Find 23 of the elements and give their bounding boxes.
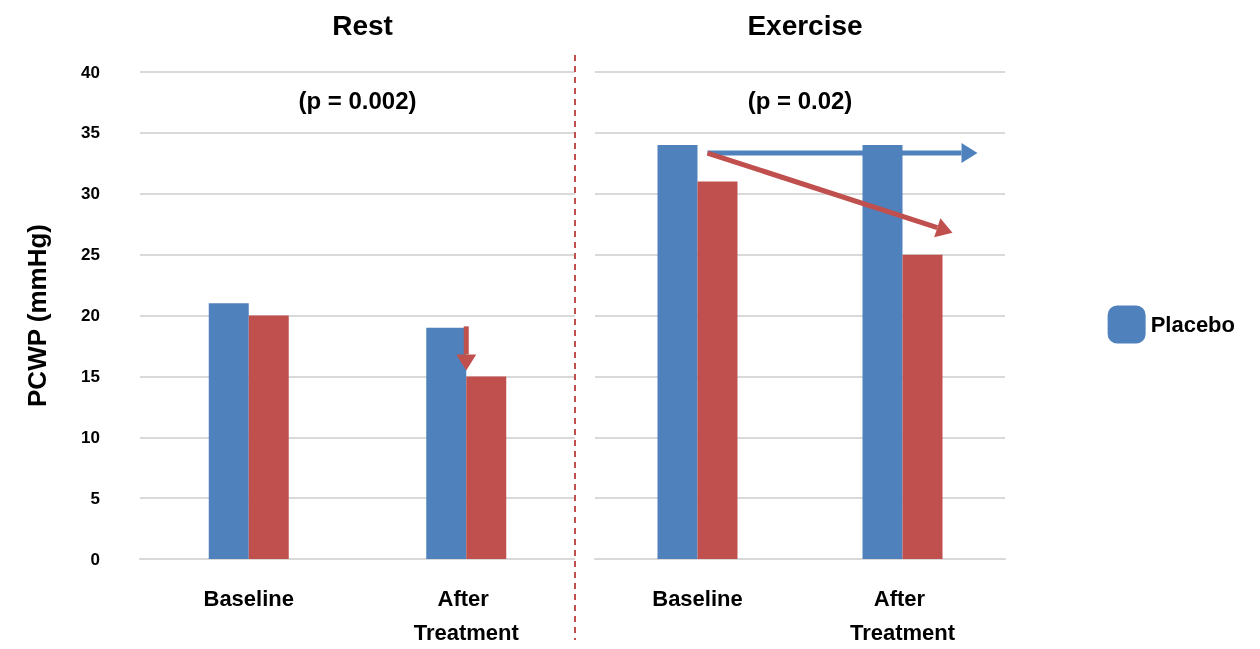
x-tick-label: After Treatment: [413, 585, 520, 645]
y-tick-label: 40: [81, 62, 100, 82]
y-tick-label: 10: [81, 427, 100, 447]
legend-label: Placebo: [1150, 312, 1236, 337]
bar: [248, 315, 289, 559]
y-tick-label: 15: [81, 366, 100, 386]
y-tick-label: 5: [90, 488, 100, 508]
annotation: (p = 0.002): [298, 86, 417, 114]
y-tick-label: 0: [90, 549, 100, 569]
x-tick-label: After Treatment: [849, 585, 956, 645]
y-tick-label: 35: [81, 123, 100, 143]
chart-title: Exercise: [747, 9, 863, 41]
y-tick-label: 20: [81, 306, 100, 325]
chart-title: Rest: [332, 9, 393, 41]
bar: [426, 327, 467, 559]
y-axis-title: PCWP (mmHg): [22, 224, 52, 407]
x-tick-label: Baseline: [652, 585, 743, 611]
bar: [466, 376, 507, 559]
y-tick-label: 25: [81, 245, 100, 265]
y-tick-label: 30: [81, 184, 100, 204]
bar: [208, 303, 249, 559]
x-tick-label: Baseline: [203, 585, 294, 611]
annotation: (p = 0.02): [747, 86, 853, 114]
